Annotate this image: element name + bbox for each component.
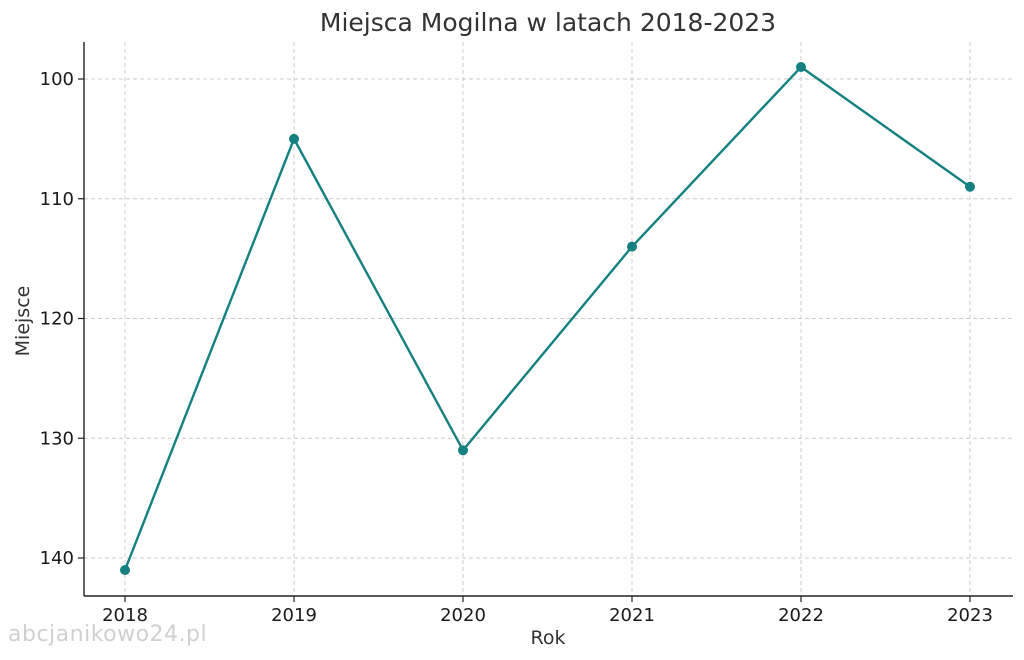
x-axis-label: Rok	[531, 627, 566, 649]
x-tick-label-2023: 2023	[947, 605, 993, 626]
data-point-2020	[458, 445, 468, 456]
x-tick-label-2020: 2020	[440, 605, 486, 626]
y-tick-label-140: 140	[40, 548, 74, 569]
series-group	[120, 62, 975, 575]
y-tick-label-100: 100	[40, 69, 74, 90]
x-tick-label-2022: 2022	[778, 605, 824, 626]
series-line-0	[123, 65, 971, 571]
x-tick-label-2018: 2018	[102, 605, 148, 626]
y-tick-label-120: 120	[40, 309, 74, 330]
x-tick-label-2019: 2019	[271, 605, 317, 626]
chart-title: Miejsca Mogilna w latach 2018-2023	[320, 8, 776, 37]
data-point-2019	[289, 133, 299, 144]
data-point-2022	[796, 62, 806, 73]
watermark-logo: abcjanikowo24.pl	[8, 622, 208, 647]
data-point-2021	[627, 241, 637, 252]
data-point-2023	[965, 181, 975, 192]
tick-labels: 2018 2019 2020 2021 2022 2023 100 110 120 130 140	[40, 69, 993, 626]
data-point-2018	[120, 564, 130, 575]
x-tick-label-2021: 2021	[609, 605, 655, 626]
y-tick-label-130: 130	[40, 428, 74, 449]
grid-lines	[84, 42, 1013, 596]
axes	[78, 42, 1013, 602]
y-tick-label-110: 110	[40, 189, 74, 210]
y-axis-label: Miejsce	[12, 286, 34, 357]
